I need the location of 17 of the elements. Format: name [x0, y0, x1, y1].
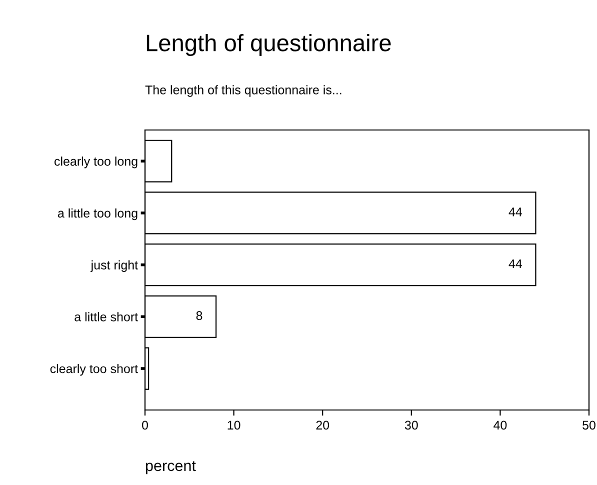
chart-subtitle: The length of this questionnaire is...	[145, 85, 342, 97]
y-tick-label: a little short	[74, 312, 138, 322]
x-tick-label: 50	[582, 420, 596, 430]
x-tick-label: 20	[316, 420, 330, 430]
y-tick-label: a little too long	[58, 208, 138, 220]
y-tick-label: just right	[90, 260, 138, 272]
y-tick-label: clearly too long	[54, 156, 138, 168]
x-tick-label: 40	[494, 420, 507, 430]
data-label: 8	[196, 311, 202, 320]
x-tick-label: 30	[404, 420, 418, 430]
data-label: 44	[508, 259, 522, 268]
chart-title: Length of questionnaire	[146, 34, 391, 56]
x-tick-label: 0	[142, 420, 148, 430]
y-tick-label: clearly too short	[50, 364, 138, 376]
x-axis-title: percent	[146, 461, 196, 474]
x-tick-label: 10	[228, 420, 240, 430]
data-label: 44	[508, 208, 522, 216]
